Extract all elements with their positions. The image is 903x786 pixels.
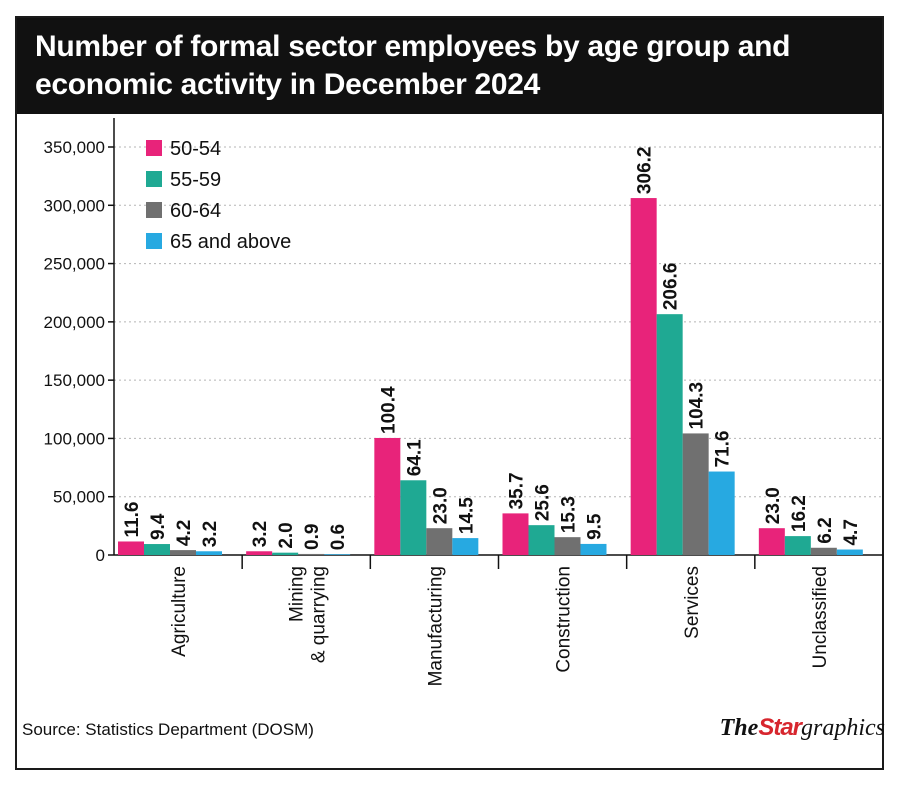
legend-label: 50-54 xyxy=(170,138,221,160)
bar xyxy=(426,528,453,555)
brand-logo: TheStargraphics xyxy=(720,714,885,742)
data-label: 35.7 xyxy=(507,472,528,509)
bar xyxy=(580,543,607,555)
legend-label: 55-59 xyxy=(170,169,221,191)
data-label: 0.9 xyxy=(302,524,323,550)
category-label: Construction xyxy=(554,566,575,673)
bar xyxy=(554,537,581,555)
bar xyxy=(170,550,196,555)
bar xyxy=(246,551,273,555)
bar xyxy=(784,536,811,555)
data-label: 23.0 xyxy=(763,487,784,524)
y-tick-label: 100,000 xyxy=(44,429,105,448)
bar xyxy=(758,528,785,555)
category-label: Manufacturing xyxy=(425,566,446,686)
title-bar: Number of formal sector employees by age… xyxy=(17,18,882,114)
data-label: 206.6 xyxy=(661,263,682,311)
data-label: 11.6 xyxy=(122,502,143,538)
data-label: 306.2 xyxy=(635,147,656,195)
y-tick-label: 50,000 xyxy=(53,488,105,507)
bar xyxy=(630,198,657,555)
data-label: 14.5 xyxy=(456,497,477,534)
data-label: 9.5 xyxy=(585,513,606,540)
bar xyxy=(452,538,479,555)
y-tick-label: 250,000 xyxy=(44,255,105,274)
legend-label: 65 and above xyxy=(170,231,291,253)
bar xyxy=(682,433,709,555)
y-tick-label: 150,000 xyxy=(44,371,105,390)
legend-swatch xyxy=(146,233,162,249)
data-label: 4.2 xyxy=(174,520,195,546)
category-label: Mining xyxy=(286,566,307,622)
chart-title: Number of formal sector employees by age… xyxy=(35,30,791,101)
data-label: 100.4 xyxy=(378,386,399,434)
bar xyxy=(324,554,351,555)
source-note: Source: Statistics Department (DOSM) xyxy=(22,720,314,739)
y-tick-label: 200,000 xyxy=(44,313,105,332)
data-label: 9.4 xyxy=(148,513,169,540)
data-label: 104.3 xyxy=(687,382,708,430)
bar xyxy=(374,437,401,555)
data-label: 23.0 xyxy=(430,487,451,524)
brand-the: The xyxy=(719,715,759,741)
bar xyxy=(144,544,170,555)
data-label: 6.2 xyxy=(815,517,836,543)
data-label: 25.6 xyxy=(533,484,554,521)
bar xyxy=(400,480,427,555)
brand-graphics: graphics xyxy=(801,715,885,741)
category-label: Unclassified xyxy=(810,566,831,668)
bar xyxy=(656,314,683,555)
bar xyxy=(708,471,735,555)
bar xyxy=(528,525,555,555)
bar xyxy=(118,541,144,555)
data-label: 71.6 xyxy=(713,431,734,468)
legend-swatch xyxy=(146,202,162,218)
category-label: Services xyxy=(682,566,703,639)
bar xyxy=(836,549,863,555)
bar xyxy=(502,513,529,555)
data-label: 4.7 xyxy=(841,519,862,545)
legend-label: 60-64 xyxy=(170,200,221,222)
legend-swatch xyxy=(146,171,162,187)
category-label: & quarrying xyxy=(308,566,329,663)
data-label: 3.2 xyxy=(250,521,271,547)
bar xyxy=(298,553,325,555)
data-label: 15.3 xyxy=(559,496,580,533)
data-label: 3.2 xyxy=(200,521,221,547)
bar xyxy=(196,551,222,555)
brand-star: Star xyxy=(758,714,802,741)
category-label: Agriculture xyxy=(169,566,190,657)
chart-frame: Number of formal sector employees by age… xyxy=(15,16,884,770)
bar xyxy=(272,552,299,555)
y-tick-label: 350,000 xyxy=(44,138,105,157)
bar xyxy=(810,547,837,555)
data-label: 64.1 xyxy=(404,439,425,476)
data-label: 2.0 xyxy=(276,522,297,548)
data-label: 0.6 xyxy=(328,524,349,550)
y-tick-label: 300,000 xyxy=(44,196,105,215)
legend-swatch xyxy=(146,140,162,156)
y-tick-label: 0 xyxy=(96,546,105,565)
data-label: 16.2 xyxy=(789,495,810,532)
